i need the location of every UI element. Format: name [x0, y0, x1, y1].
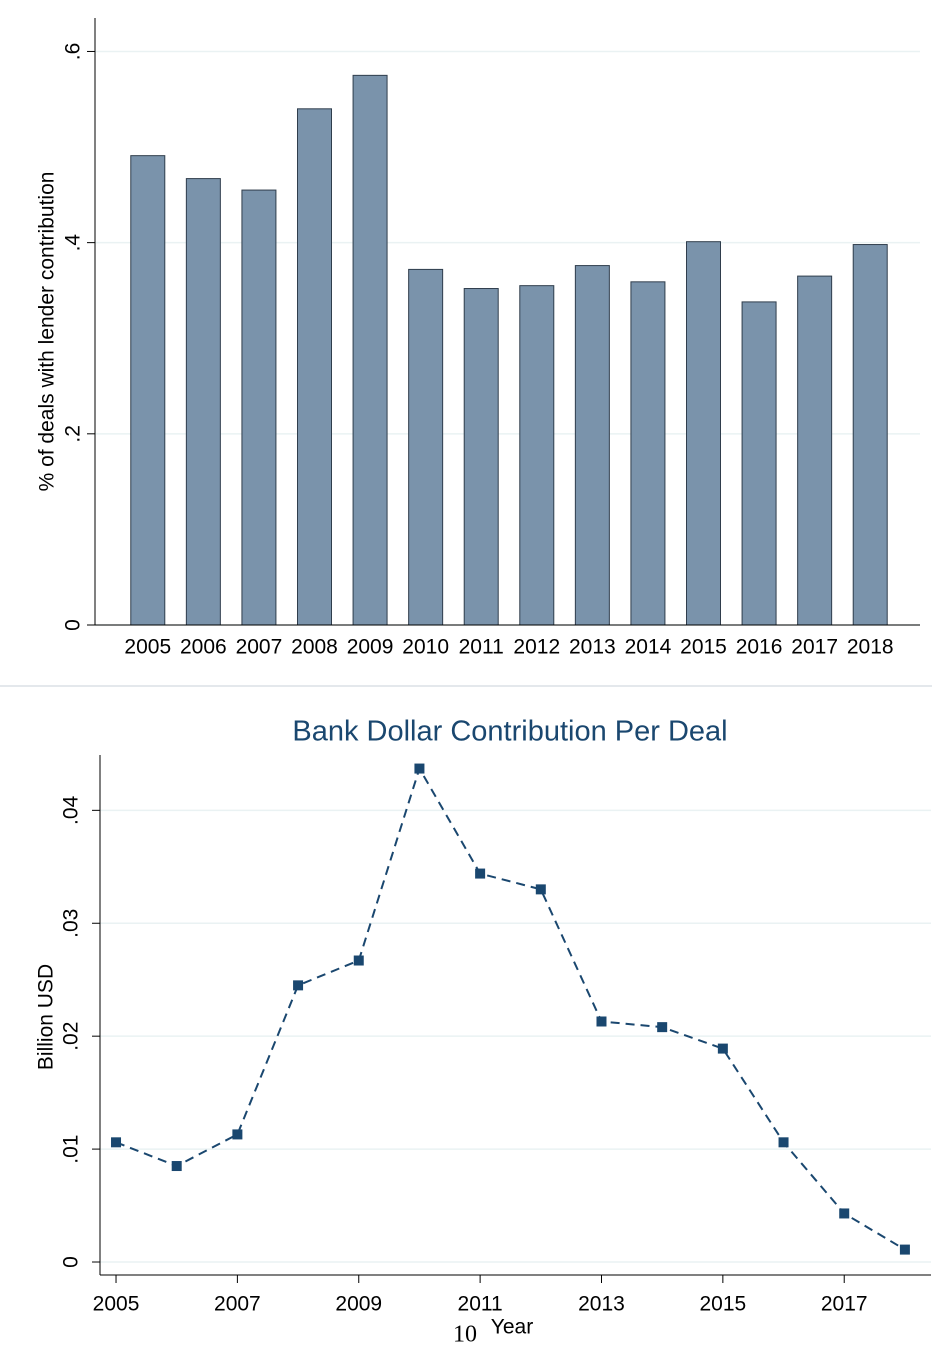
data-point: [657, 1022, 668, 1033]
y-tick-label: 0: [62, 619, 85, 631]
x-tick-label: 2009: [335, 1293, 382, 1316]
bar: [463, 288, 499, 626]
bar: [519, 285, 555, 626]
data-point: [839, 1208, 850, 1219]
x-tick-label: 2018: [847, 636, 894, 659]
y-tick-label: .04: [60, 795, 83, 825]
x-tick-label: 2015: [680, 636, 727, 659]
page-number: 10: [453, 1322, 477, 1348]
y-tick-label: .6: [62, 43, 85, 61]
data-point: [535, 884, 546, 895]
bar: [797, 275, 833, 626]
x-tick-label: 2007: [214, 1293, 261, 1316]
bar: [185, 178, 221, 626]
data-point: [475, 868, 486, 879]
x-tick-label: 2015: [699, 1293, 746, 1316]
bar: [408, 268, 444, 626]
data-point: [596, 1016, 607, 1027]
bar: [686, 241, 721, 626]
y-axis-label: Billion USD: [35, 964, 58, 1070]
y-tick-label: .4: [62, 234, 85, 252]
bar: [630, 281, 666, 626]
bar: [574, 265, 610, 626]
x-tick-label: 2007: [236, 636, 283, 659]
x-tick-label: 2011: [459, 636, 504, 659]
y-tick-label: .03: [60, 909, 83, 938]
x-tick-label: 2013: [578, 1293, 625, 1316]
y-tick-label: .02: [60, 1022, 83, 1051]
bar: [852, 244, 888, 626]
x-tick-label: 2006: [180, 636, 227, 659]
data-point: [778, 1137, 789, 1148]
x-tick-label: 2005: [93, 1293, 140, 1316]
chart-title: Bank Dollar Contribution Per Deal: [292, 716, 727, 748]
bar: [130, 155, 166, 626]
x-tick-label: 2016: [736, 636, 783, 659]
data-point: [899, 1244, 910, 1255]
x-tick-label: 2005: [124, 636, 171, 659]
data-point: [717, 1043, 728, 1054]
x-tick-label: 2008: [291, 636, 338, 659]
x-tick-label: 2009: [347, 636, 394, 659]
x-tick-label: 2012: [513, 636, 560, 659]
x-tick-label: 2014: [625, 636, 672, 659]
data-point: [293, 980, 304, 991]
x-tick-label: 2013: [569, 636, 616, 659]
x-tick-label: 2017: [791, 636, 838, 659]
y-axis-label: % of deals with lender contribution: [36, 172, 59, 492]
bar: [241, 189, 277, 626]
data-point: [353, 955, 364, 966]
x-axis-label: Year: [491, 1316, 533, 1339]
bar: [741, 301, 777, 626]
bar: [352, 74, 388, 626]
bar: [297, 108, 332, 626]
y-tick-label: .2: [62, 425, 85, 443]
x-tick-label: 2010: [402, 636, 449, 659]
x-tick-label: 2011: [458, 1293, 503, 1316]
data-point: [232, 1129, 243, 1140]
y-tick-label: .01: [60, 1134, 83, 1163]
data-point: [171, 1161, 182, 1172]
data-point: [111, 1137, 122, 1148]
data-point: [414, 763, 425, 774]
y-tick-label: 0: [60, 1256, 83, 1268]
x-tick-label: 2017: [821, 1293, 868, 1316]
